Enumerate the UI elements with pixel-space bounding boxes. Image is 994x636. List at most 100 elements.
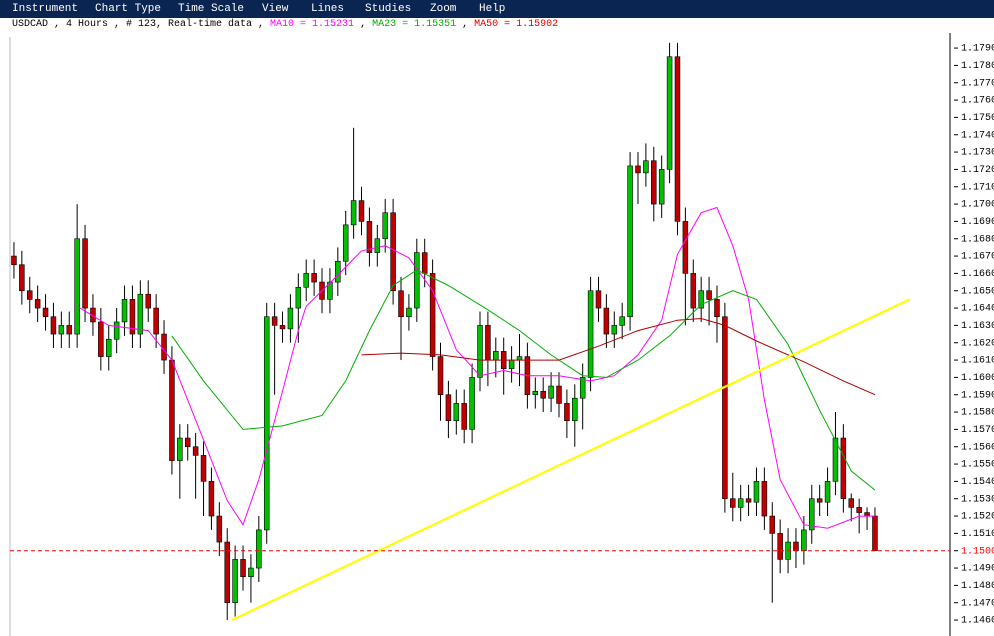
candle-body <box>651 160 657 205</box>
candle-body <box>824 481 831 503</box>
candle-body <box>848 498 855 508</box>
y-tick-label: 1.1660 <box>961 269 994 280</box>
candle-body <box>737 498 744 508</box>
candle-body <box>216 515 223 543</box>
y-tick-label: 1.1590 <box>961 390 994 401</box>
candle-body <box>34 299 41 309</box>
candle-body <box>445 394 452 422</box>
candle-body <box>548 385 554 399</box>
menu-item[interactable]: Time Scale <box>178 3 245 15</box>
candle-body <box>761 481 768 517</box>
candle-body <box>295 286 302 309</box>
candle-body <box>611 325 618 335</box>
y-tick-label: 1.1600 <box>961 373 994 384</box>
y-tick-label: 1.1690 <box>961 217 994 228</box>
menu-item[interactable]: Studies <box>365 3 412 15</box>
menu-item[interactable]: Instrument <box>12 3 79 15</box>
menu-item[interactable]: Help <box>479 3 506 15</box>
candle-body <box>603 307 610 335</box>
candle-body <box>374 238 381 253</box>
candle-body <box>121 299 128 323</box>
y-tick-label: 1.1630 <box>961 321 994 332</box>
y-tick-label: 1.1650 <box>961 286 994 297</box>
candle-body <box>42 307 49 318</box>
y-tick-label: 1.1510 <box>961 529 994 540</box>
header-text: USDCAD , 4 Hours , # 123, Real-time data… <box>12 19 271 30</box>
candle-body <box>232 559 238 604</box>
y-tick-label: 1.1540 <box>961 477 994 488</box>
header-text: , <box>354 19 373 30</box>
candle-body <box>532 390 539 396</box>
menu-item[interactable]: View <box>262 3 289 15</box>
candle-body <box>129 299 136 335</box>
candle-body <box>192 446 199 456</box>
y-tick-label: 1.1480 <box>961 581 994 592</box>
candle-body <box>366 221 373 253</box>
candle-body <box>864 512 870 517</box>
y-tick-label: 1.1770 <box>961 78 994 89</box>
candle-body <box>74 238 80 335</box>
current-price-label: 1.1500 <box>961 546 994 557</box>
y-tick-label: 1.1750 <box>961 113 994 124</box>
y-tick-label: 1.1790 <box>961 44 994 55</box>
candle-body <box>58 325 65 335</box>
candle-body <box>658 169 665 205</box>
candle-body <box>145 293 151 309</box>
candle-body <box>619 316 625 326</box>
candle-body <box>90 307 96 323</box>
header-text: MA10 = 1.15231 <box>270 19 355 30</box>
candle-body <box>200 455 207 482</box>
candle-body <box>153 307 159 335</box>
y-tick-label: 1.1520 <box>961 512 994 523</box>
y-tick-label: 1.1670 <box>961 252 994 263</box>
trendline <box>231 298 911 622</box>
candle-body <box>263 316 270 531</box>
candle-body <box>674 56 681 222</box>
candle-body <box>595 290 602 309</box>
candle-body <box>335 260 341 283</box>
candle-body <box>816 498 823 503</box>
candle-body <box>256 529 262 569</box>
candle-body <box>832 437 839 482</box>
candle-body <box>461 403 467 430</box>
candle-body <box>342 224 349 262</box>
candle-body <box>682 221 689 274</box>
candle-body <box>82 238 88 309</box>
candle-body <box>777 533 783 560</box>
y-tick-label: 1.1760 <box>961 96 994 107</box>
candle-body <box>627 165 633 318</box>
menu-bar: Instrument Chart Type Time Scale View Lines S… <box>0 0 994 18</box>
y-tick-label: 1.1460 <box>961 616 994 627</box>
candle-body <box>19 264 25 292</box>
candle-body <box>579 377 586 399</box>
candle-body <box>390 212 396 292</box>
candle-body <box>208 481 215 517</box>
moving-average-line <box>171 269 876 491</box>
candle-body <box>556 385 562 404</box>
candle-body <box>485 325 491 361</box>
moving-average-line <box>361 317 876 396</box>
candle-body <box>177 437 183 461</box>
candle-body <box>572 397 578 422</box>
candle-body <box>690 273 697 309</box>
y-tick-label: 1.1640 <box>961 304 994 315</box>
candle-body <box>382 212 388 240</box>
candle-body <box>635 165 641 174</box>
menu-item[interactable]: Lines <box>311 3 345 15</box>
candle-body <box>856 507 862 513</box>
candle-body <box>184 437 191 448</box>
candle-body <box>66 325 72 335</box>
candle-body <box>169 359 175 461</box>
candle-body <box>840 437 847 500</box>
candle-body <box>469 377 475 430</box>
y-tick-label: 1.1740 <box>961 130 994 141</box>
menu-item[interactable]: Chart Type <box>95 3 162 15</box>
candle-body <box>722 316 728 500</box>
menu-item[interactable]: Zoom <box>430 3 457 15</box>
candle-body <box>753 481 760 503</box>
candle-body <box>50 316 57 335</box>
candle-body <box>287 307 294 330</box>
candle-body <box>493 351 499 361</box>
moving-average-line <box>76 206 875 529</box>
